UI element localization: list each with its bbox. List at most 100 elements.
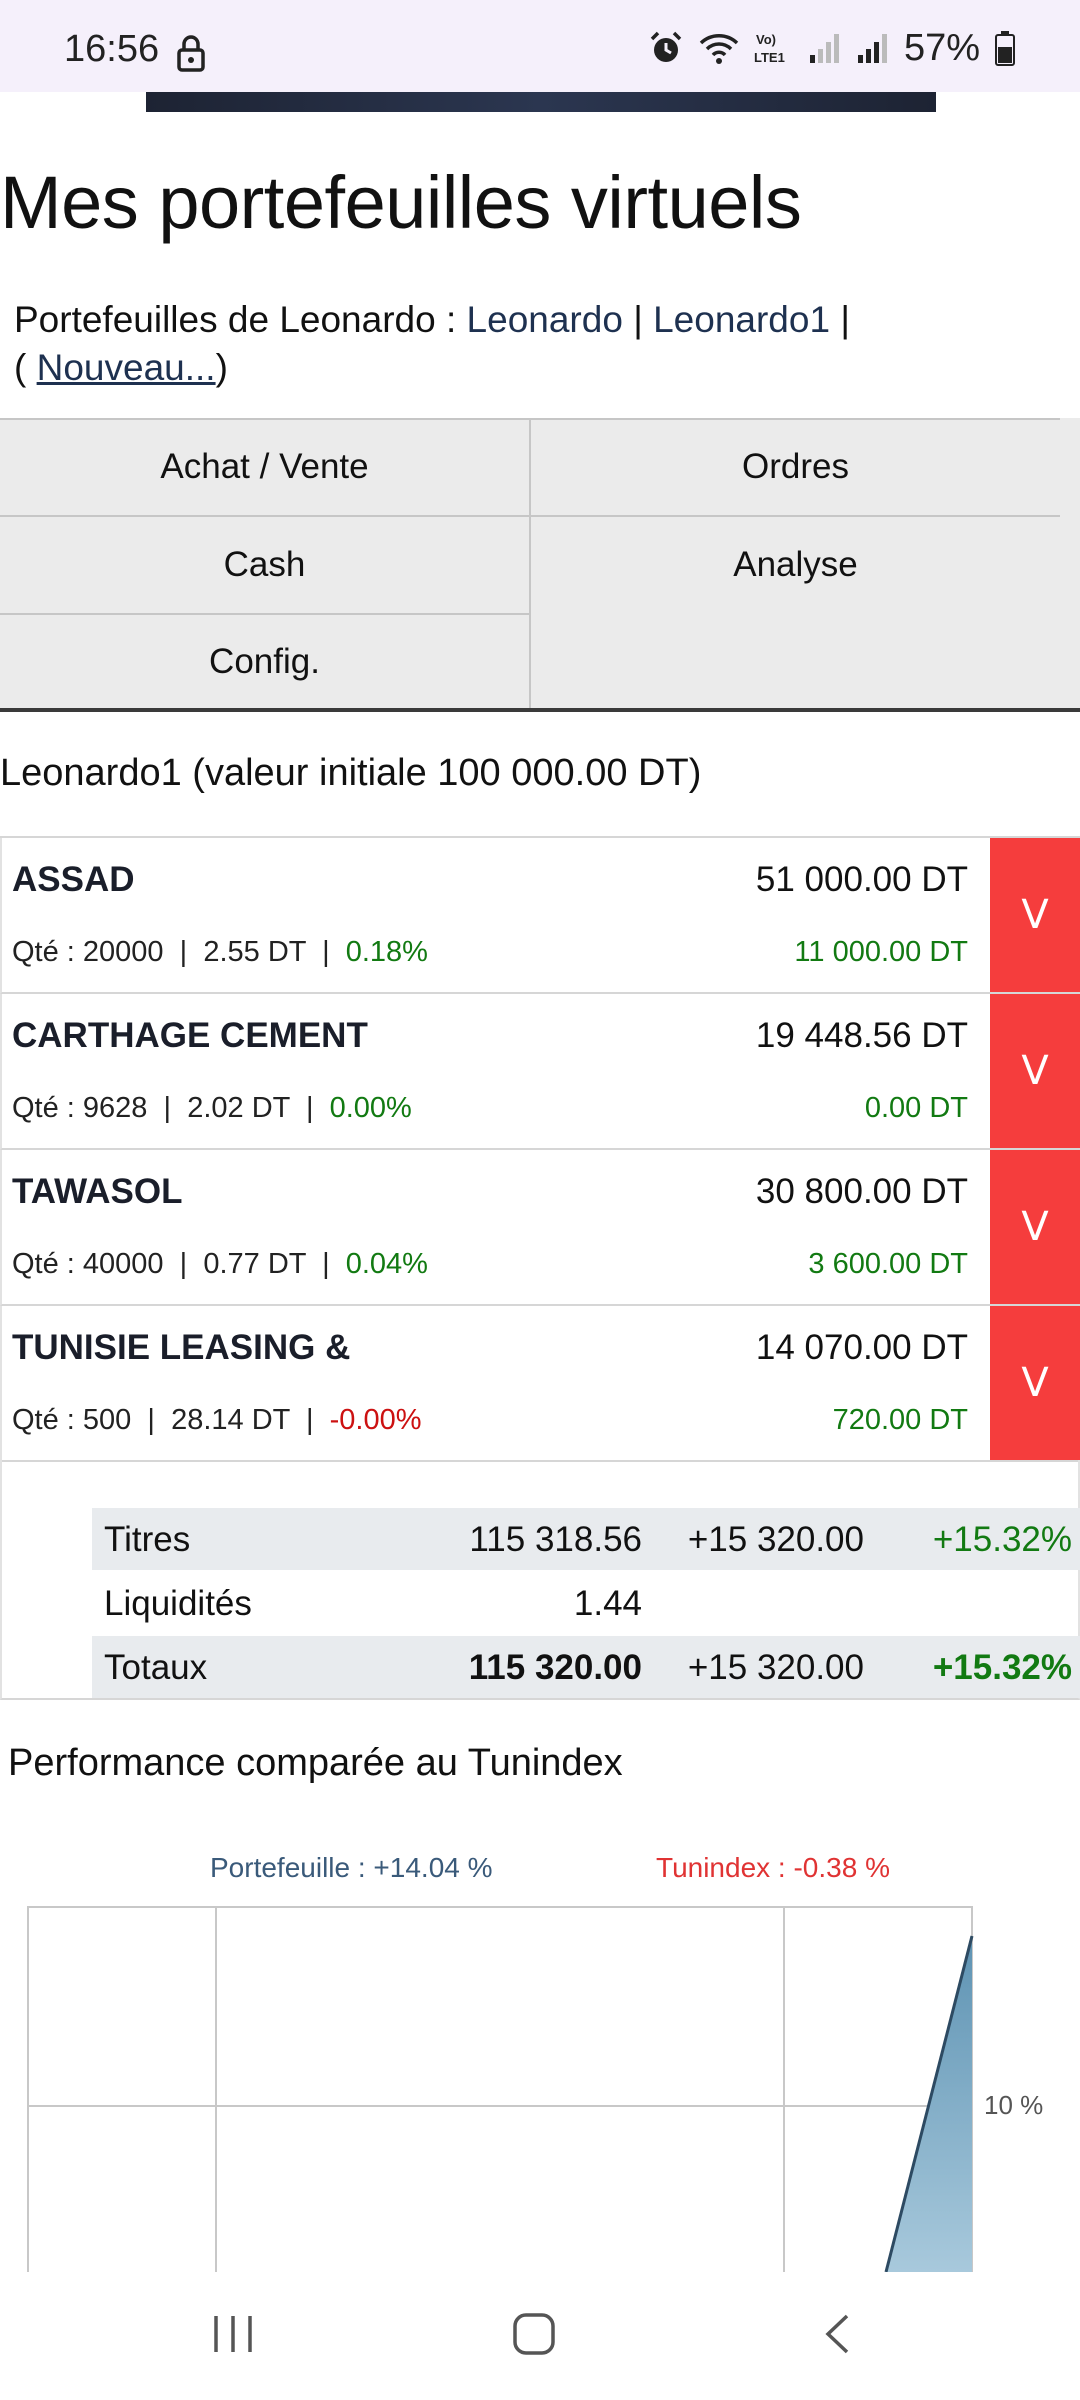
tab-analysis[interactable]: Analyse [733, 545, 858, 584]
holding-row: TAWASOL 30 800.00 DT Qté : 40000 | 0.77 … [0, 1150, 1080, 1306]
legend-tunindex: Tunindex : -0.38 % [656, 1852, 890, 1883]
portfolio-tabs: Achat / Vente Ordres Cash Analyse Config… [0, 418, 1080, 712]
tab-divider [0, 515, 529, 517]
holding-qty: Qté : 40000 [12, 1248, 164, 1280]
alarm-icon [650, 31, 682, 62]
holding-value: 19 448.56 DT [755, 1016, 968, 1055]
totals-table: Titres 115 318.56 +15 320.00 +15.32% Liq… [0, 1460, 1080, 1700]
holding-gain: 11 000.00 DT [794, 936, 968, 968]
holding-value: 51 000.00 DT [755, 860, 968, 899]
holding-qty: Qté : 20000 [12, 936, 164, 968]
performance-chart: 10 % [27, 1906, 1043, 2272]
tab-config[interactable]: Config. [209, 641, 320, 681]
chart-plot-area [27, 1906, 973, 2272]
y-tick-label: 10 % [984, 2090, 1043, 2120]
svg-text:Vo): Vo) [756, 32, 776, 47]
tab-divider [531, 515, 1060, 517]
signal-icon [857, 34, 887, 63]
holding-row: TUNISIE LEASING & 14 070.00 DT Qté : 500… [0, 1306, 1080, 1462]
totals-label: Liquidités [104, 1584, 252, 1623]
holding-details: Qté : 20000 | 2.55 DT | 0.18% [12, 936, 428, 968]
holding-price: 0.77 DT [203, 1248, 306, 1280]
back-icon[interactable] [822, 2312, 852, 2356]
holding-details: Qté : 9628 | 2.02 DT | 0.00% [12, 1092, 412, 1124]
new-paren-open: ( [14, 347, 37, 388]
legend-portfolio: Portefeuille : +14.04 % [210, 1852, 493, 1883]
holding-gain: 0.00 DT [864, 1092, 968, 1124]
totals-amount: 1.44 [573, 1584, 642, 1623]
totals-amount: 115 320.00 [468, 1648, 642, 1687]
holding-price: 28.14 DT [171, 1404, 290, 1436]
tab-orders[interactable]: Ordres [742, 446, 849, 486]
holding-row: CARTHAGE CEMENT 19 448.56 DT Qté : 9628 … [0, 994, 1080, 1150]
stock-name[interactable]: ASSAD [12, 860, 135, 899]
tab-divider [0, 613, 529, 615]
tab-divider [529, 418, 531, 708]
tab-buy-sell[interactable]: Achat / Vente [160, 446, 369, 486]
recent-apps-icon[interactable] [212, 2312, 254, 2356]
stock-name[interactable]: TAWASOL [12, 1172, 183, 1211]
totals-amount: 115 318.56 [469, 1520, 642, 1559]
performance-title: Performance comparée au Tunindex [8, 1742, 623, 1784]
lock-icon [177, 35, 205, 72]
stock-name[interactable]: CARTHAGE CEMENT [12, 1016, 368, 1055]
status-bar: 16:56 Vo) LTE1 [0, 0, 1080, 92]
owner-separator: : [435, 299, 467, 340]
owner-prefix: Portefeuilles de [14, 299, 280, 340]
owner-name: Leonardo [279, 299, 436, 340]
holding-change-pct: -0.00% [329, 1404, 422, 1436]
holding-details: Qté : 40000 | 0.77 DT | 0.04% [12, 1248, 428, 1280]
holding-change-pct: 0.18% [345, 936, 428, 968]
totals-label: Totaux [104, 1648, 208, 1687]
battery-icon [995, 31, 1015, 66]
portfolio-heading: Leonardo1 (valeur initiale 100 000.00 DT… [0, 752, 701, 795]
portfolio-name: Leonardo1 [0, 752, 182, 794]
volte-icon: Vo) LTE1 [754, 32, 785, 65]
svg-text:LTE1: LTE1 [754, 50, 785, 65]
totals-change: +15 320.00 [687, 1648, 864, 1687]
portfolio-link-leonardo[interactable]: Leonardo [466, 299, 623, 340]
holding-qty: Qté : 9628 [12, 1092, 148, 1124]
status-icons: Vo) LTE1 57% [648, 26, 1016, 70]
status-time: 16:56 [64, 28, 160, 70]
sell-button[interactable]: V [990, 1150, 1080, 1304]
holding-change-pct: 0.00% [329, 1092, 412, 1124]
battery-percent: 57% [903, 26, 980, 69]
totals-pct: +15.32% [932, 1648, 1072, 1687]
totals-row-titres: Titres 115 318.56 +15 320.00 +15.32% [92, 1508, 1080, 1570]
totals-change: +15 320.00 [687, 1520, 864, 1559]
holdings-list: ASSAD 51 000.00 DT Qté : 20000 | 2.55 DT… [0, 836, 1080, 1462]
stock-name[interactable]: TUNISIE LEASING & [12, 1328, 351, 1367]
totals-row-liquidites: Liquidités 1.44 [92, 1572, 1080, 1634]
new-portfolio-link[interactable]: Nouveau... [36, 347, 216, 388]
sell-button[interactable]: V [990, 838, 1080, 992]
home-icon[interactable] [512, 2312, 556, 2356]
holding-value: 14 070.00 DT [755, 1328, 968, 1367]
totals-label: Titres [104, 1520, 191, 1559]
pipe-separator: | [830, 299, 850, 340]
wifi-icon [699, 34, 739, 64]
holding-change-pct: 0.04% [345, 1248, 428, 1280]
totals-pct: +15.32% [932, 1520, 1072, 1559]
portfolio-owner-line: Portefeuilles de Leonardo : Leonardo | L… [14, 296, 1054, 392]
ad-banner[interactable] [146, 92, 936, 112]
tab-cash[interactable]: Cash [223, 545, 306, 584]
system-nav-bar [0, 2272, 1080, 2400]
holding-gain: 720.00 DT [832, 1404, 968, 1436]
portfolio-initial-value: (valeur initiale 100 000.00 DT) [192, 752, 702, 794]
holding-details: Qté : 500 | 28.14 DT | -0.00% [12, 1404, 422, 1436]
portfolio-link-leonardo1[interactable]: Leonardo1 [653, 299, 831, 340]
holding-row: ASSAD 51 000.00 DT Qté : 20000 | 2.55 DT… [0, 838, 1080, 994]
holding-price: 2.02 DT [187, 1092, 290, 1124]
pipe-separator: | [622, 299, 654, 340]
new-paren-close: ) [215, 347, 228, 388]
holding-price: 2.55 DT [203, 936, 306, 968]
portfolio-series-line [884, 1935, 974, 2272]
totals-row-totaux: Totaux 115 320.00 +15 320.00 +15.32% [92, 1636, 1080, 1698]
holding-gain: 3 600.00 DT [808, 1248, 968, 1280]
sell-button[interactable]: V [990, 1306, 1080, 1460]
holding-qty: Qté : 500 [12, 1404, 132, 1436]
holding-value: 30 800.00 DT [755, 1172, 968, 1211]
signal-icon [809, 34, 839, 63]
sell-button[interactable]: V [990, 994, 1080, 1148]
